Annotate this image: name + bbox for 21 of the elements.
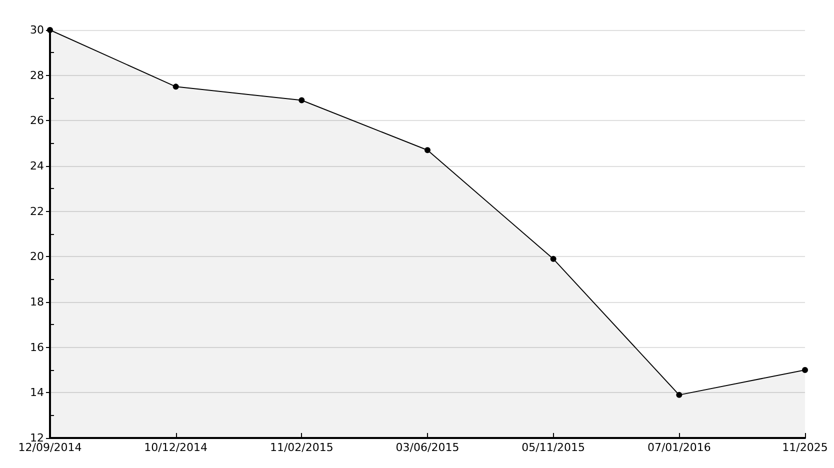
point [298,97,305,104]
y-tick-label: 16 [30,340,44,354]
x-tick-label: 07/01/2016 [647,441,711,454]
point [676,392,682,398]
y-tick-label: 22 [30,204,44,218]
x-tick-label: 11/02/2015 [270,441,334,454]
point [172,84,179,90]
point [424,147,430,154]
y-tick-label: 24 [30,160,44,172]
point [802,367,808,373]
point [550,256,556,262]
y-tick-label: 18 [30,296,44,308]
y-tick-label: 26 [30,114,44,128]
y-tick-label: 28 [30,68,44,82]
y-tick-label: 30 [30,24,44,36]
x-tick-label: 05/11/2015 [522,441,586,454]
x-tick-label: 03/06/2015 [396,441,460,454]
y-tick-label: 20 [30,250,44,264]
y-tick-label: 14 [30,386,44,400]
x-tick-label: 11/2025 [782,441,828,454]
x-tick-label: 10/12/2014 [144,441,208,454]
